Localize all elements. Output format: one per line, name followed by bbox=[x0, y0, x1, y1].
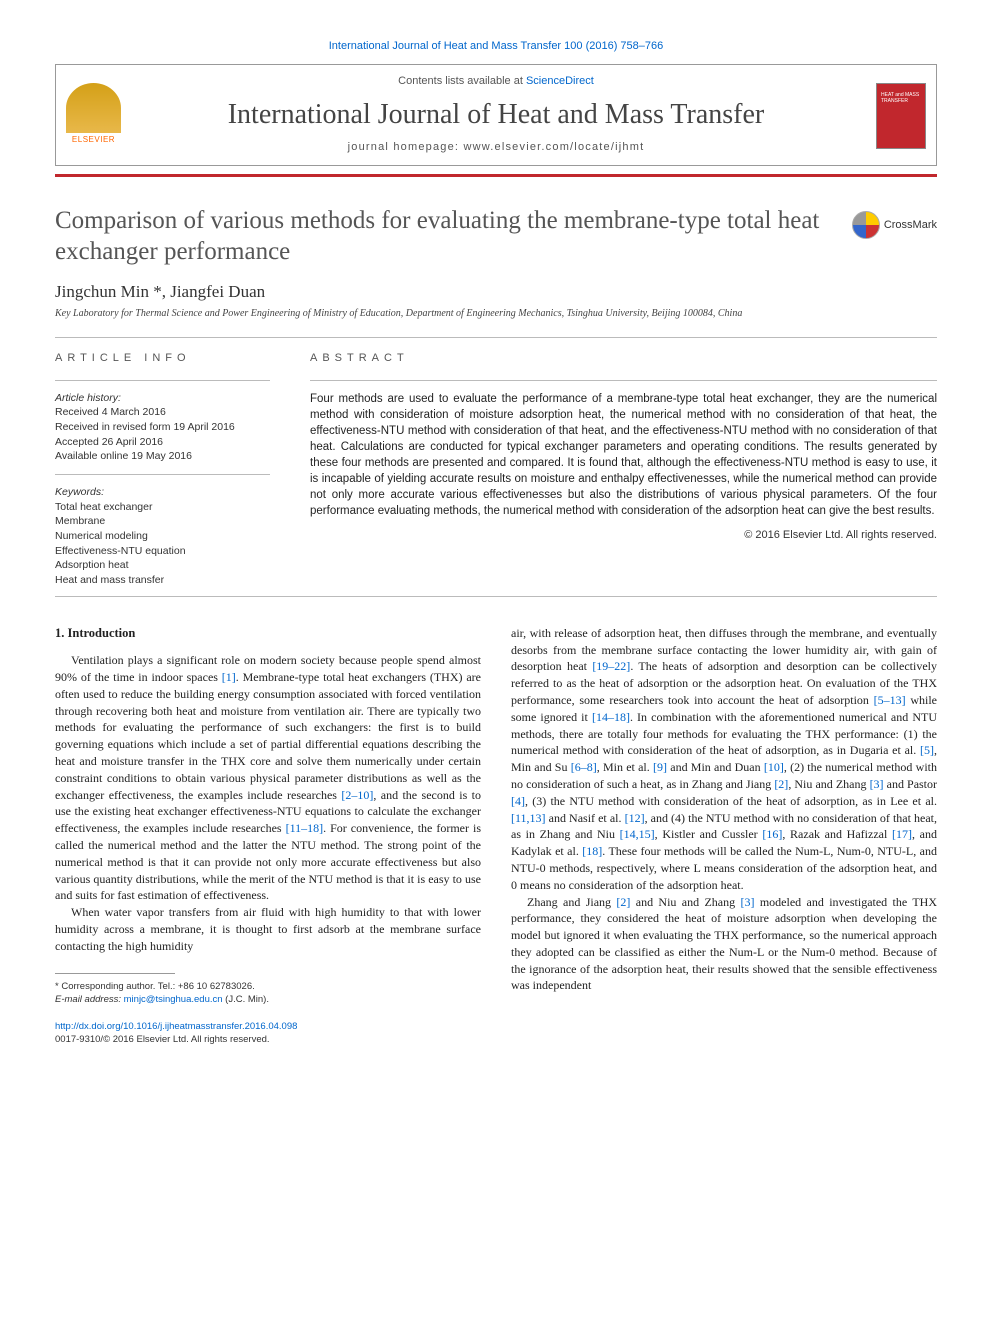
ref-link[interactable]: [5–13] bbox=[874, 693, 906, 707]
email-suffix: (J.C. Min). bbox=[223, 994, 269, 1005]
ref-link[interactable]: [4] bbox=[511, 794, 525, 808]
homepage-prefix: journal homepage: bbox=[348, 141, 464, 153]
footnote-separator bbox=[55, 973, 175, 974]
ref-link[interactable]: [14–18] bbox=[592, 710, 630, 724]
ref-link[interactable]: [14,15] bbox=[620, 827, 655, 841]
ref-link[interactable]: [9] bbox=[653, 760, 667, 774]
article-title: Comparison of various methods for evalua… bbox=[55, 205, 832, 268]
accent-bar bbox=[55, 174, 937, 177]
ref-link[interactable]: [3] bbox=[740, 895, 754, 909]
elsevier-logo: ELSEVIER bbox=[66, 83, 121, 153]
paragraph: air, with release of adsorption heat, th… bbox=[511, 625, 937, 894]
journal-name: International Journal of Heat and Mass T… bbox=[56, 93, 936, 141]
email-label: E-mail address: bbox=[55, 994, 124, 1005]
author-list: Jingchun Min *, Jiangfei Duan bbox=[55, 282, 265, 301]
ref-link[interactable]: [19–22] bbox=[592, 659, 630, 673]
copyright-line: © 2016 Elsevier Ltd. All rights reserved… bbox=[310, 529, 937, 541]
section-heading: 1. Introduction bbox=[55, 625, 481, 643]
ref-link[interactable]: [11–18] bbox=[286, 821, 324, 835]
ref-link[interactable]: [3] bbox=[870, 777, 884, 791]
citation-line: International Journal of Heat and Mass T… bbox=[55, 40, 937, 52]
right-column: air, with release of adsorption heat, th… bbox=[511, 625, 937, 1047]
crossmark-label: CrossMark bbox=[884, 219, 937, 231]
keyword: Total heat exchanger bbox=[55, 501, 152, 513]
keyword: Effectiveness-NTU equation bbox=[55, 545, 186, 557]
ref-link[interactable]: [10] bbox=[764, 760, 784, 774]
homepage-url[interactable]: www.elsevier.com/locate/ijhmt bbox=[463, 141, 644, 153]
crossmark-badge[interactable]: CrossMark bbox=[852, 211, 937, 239]
keyword: Membrane bbox=[55, 515, 105, 527]
ref-link[interactable]: [2] bbox=[774, 777, 788, 791]
ref-link[interactable]: [5] bbox=[920, 743, 934, 757]
keyword: Numerical modeling bbox=[55, 530, 148, 542]
ref-link[interactable]: [6–8] bbox=[571, 760, 597, 774]
issn-line: 0017-9310/© 2016 Elsevier Ltd. All right… bbox=[55, 1034, 270, 1045]
info-divider bbox=[55, 474, 270, 475]
article-history: Article history: Received 4 March 2016 R… bbox=[55, 391, 270, 464]
abstract-label: ABSTRACT bbox=[310, 352, 937, 364]
ref-link[interactable]: [2] bbox=[616, 895, 630, 909]
journal-cover-thumb: HEAT and MASS TRANSFER bbox=[876, 83, 926, 149]
email-line: E-mail address: minjc@tsinghua.edu.cn (J… bbox=[55, 993, 481, 1006]
sciencedirect-link[interactable]: ScienceDirect bbox=[526, 75, 594, 87]
ref-link[interactable]: [2–10] bbox=[341, 788, 373, 802]
abstract-text: Four methods are used to evaluate the pe… bbox=[310, 391, 937, 520]
paragraph: Zhang and Jiang [2] and Niu and Zhang [3… bbox=[511, 894, 937, 995]
corresponding-author: * Corresponding author. Tel.: +86 10 627… bbox=[55, 980, 481, 993]
ref-link[interactable]: [1] bbox=[222, 670, 236, 684]
contents-line: Contents lists available at ScienceDirec… bbox=[56, 65, 936, 93]
keyword: Heat and mass transfer bbox=[55, 574, 164, 586]
left-column: 1. Introduction Ventilation plays a sign… bbox=[55, 625, 481, 1047]
email-link[interactable]: minjc@tsinghua.edu.cn bbox=[124, 994, 223, 1005]
journal-homepage: journal homepage: www.elsevier.com/locat… bbox=[56, 141, 936, 165]
ref-link[interactable]: [12] bbox=[625, 811, 645, 825]
article-info-column: ARTICLE INFO Article history: Received 4… bbox=[55, 352, 270, 588]
online-date: Available online 19 May 2016 bbox=[55, 450, 192, 462]
journal-header: ELSEVIER HEAT and MASS TRANSFER Contents… bbox=[55, 64, 937, 166]
elsevier-tree-icon bbox=[66, 83, 121, 133]
ref-link[interactable]: [18] bbox=[582, 844, 602, 858]
elsevier-label: ELSEVIER bbox=[66, 135, 121, 144]
received-date: Received 4 March 2016 bbox=[55, 406, 166, 418]
keywords-label: Keywords: bbox=[55, 486, 104, 498]
keyword: Adsorption heat bbox=[55, 559, 129, 571]
abstract-column: ABSTRACT Four methods are used to evalua… bbox=[310, 352, 937, 588]
divider bbox=[55, 596, 937, 597]
accepted-date: Accepted 26 April 2016 bbox=[55, 436, 163, 448]
contents-prefix: Contents lists available at bbox=[398, 75, 526, 87]
revised-date: Received in revised form 19 April 2016 bbox=[55, 421, 235, 433]
ref-link[interactable]: [17] bbox=[892, 827, 912, 841]
paragraph: When water vapor transfers from air flui… bbox=[55, 904, 481, 954]
doi-link[interactable]: http://dx.doi.org/10.1016/j.ijheatmasstr… bbox=[55, 1021, 297, 1032]
body-columns: 1. Introduction Ventilation plays a sign… bbox=[55, 625, 937, 1047]
history-label: Article history: bbox=[55, 392, 121, 404]
divider bbox=[55, 337, 937, 338]
authors: Jingchun Min *, Jiangfei Duan bbox=[55, 282, 937, 302]
affiliation: Key Laboratory for Thermal Science and P… bbox=[55, 308, 937, 319]
paragraph: Ventilation plays a significant role on … bbox=[55, 652, 481, 904]
ref-link[interactable]: [11,13] bbox=[511, 811, 546, 825]
article-info-label: ARTICLE INFO bbox=[55, 352, 270, 364]
abstract-divider bbox=[310, 380, 937, 381]
cover-text: HEAT and MASS TRANSFER bbox=[877, 84, 925, 112]
doi-block: http://dx.doi.org/10.1016/j.ijheatmasstr… bbox=[55, 1020, 481, 1047]
info-divider bbox=[55, 380, 270, 381]
crossmark-icon bbox=[852, 211, 880, 239]
ref-link[interactable]: [16] bbox=[762, 827, 782, 841]
keywords-block: Keywords: Total heat exchanger Membrane … bbox=[55, 485, 270, 588]
